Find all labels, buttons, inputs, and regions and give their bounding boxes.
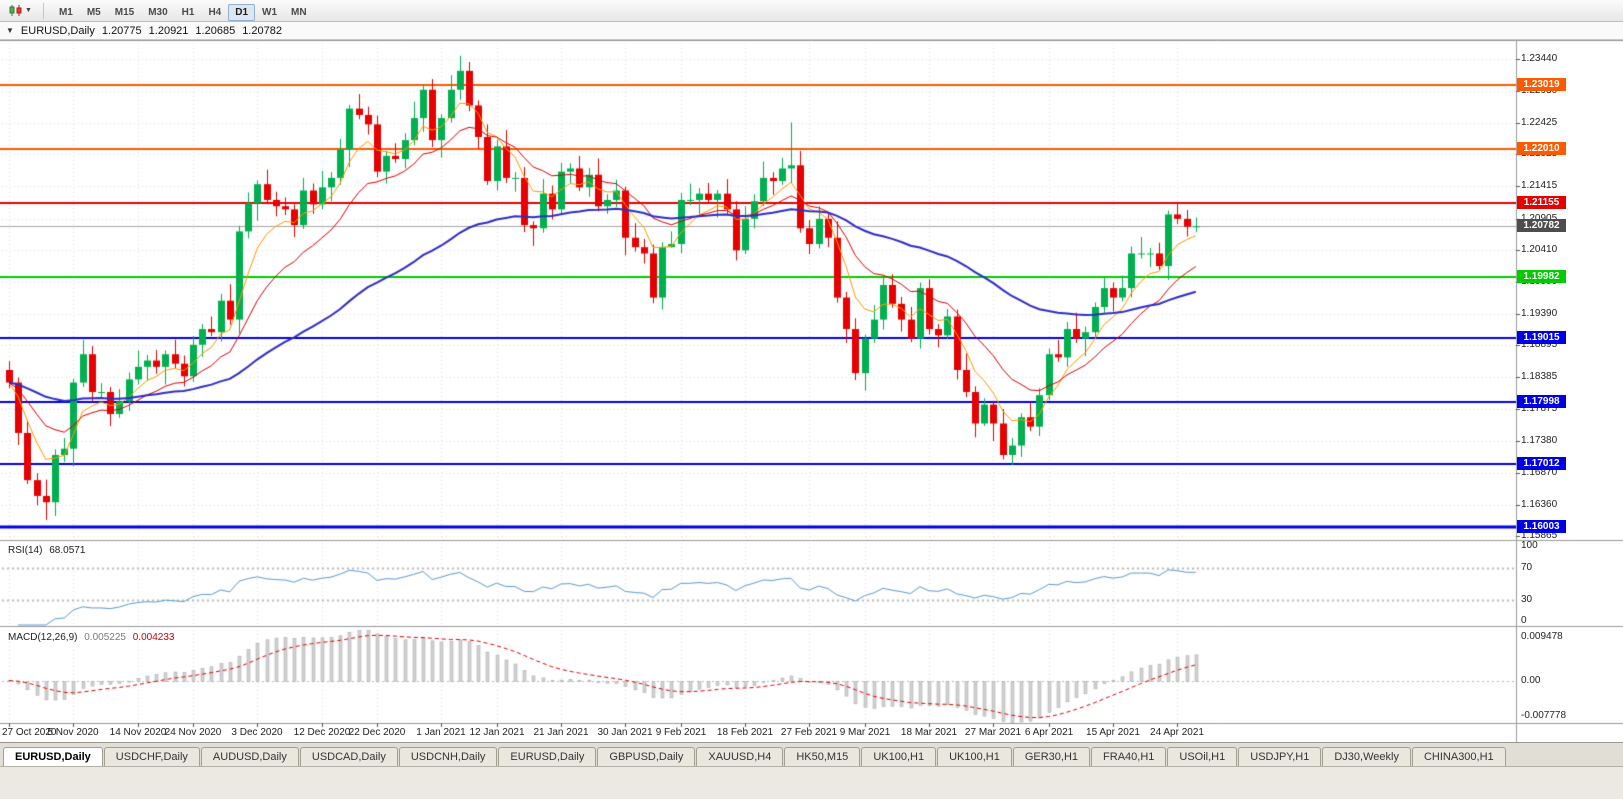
tab-uk100-h1[interactable]: UK100,H1 (937, 747, 1012, 766)
toolbar-separator (42, 2, 44, 19)
price-axis-label: 1.21415 (1521, 180, 1558, 191)
price-axis-label: 1.17875 (1521, 403, 1558, 414)
price-axis-label: 1.15865 (1521, 530, 1558, 541)
time-axis-label: 27 Oct 2020 (2, 727, 57, 738)
macd-value-signal: 0.004233 (132, 632, 175, 643)
tab-eurusd-daily[interactable]: EURUSD,Daily (3, 747, 103, 766)
time-axis-label: 18 Mar 2021 (900, 727, 958, 738)
chart-tabs-bar: EURUSD,Daily USDCHF,Daily AUDUSD,Daily USDC… (0, 742, 1623, 766)
current-price-badge: 1.20782 (1517, 219, 1566, 232)
hline-price-badge[interactable]: 1.16003 (1517, 520, 1566, 533)
tab-usdcnh-daily[interactable]: USDCNH,Daily (398, 747, 498, 766)
time-axis-label: 3 Dec 2020 (231, 727, 283, 738)
rsi-label-row: RSI(14) 68.0571 (8, 545, 85, 556)
time-axis-label: 14 Nov 2020 (109, 727, 167, 738)
hline-price-badge[interactable]: 1.21155 (1517, 196, 1566, 209)
toolbar: ▼ M1 M5 M15 M30 H1 H4 D1 W1 MN (0, 0, 1623, 22)
chart-window-titlebar: ▼ EURUSD,Daily 1.20775 1.20921 1.20685 1… (0, 22, 1623, 40)
tab-dj30-weekly[interactable]: DJ30,Weekly (1322, 747, 1411, 766)
time-axis-label: 9 Feb 2021 (655, 727, 707, 738)
tab-uk100-h1[interactable]: UK100,H1 (861, 747, 937, 766)
hline-price-badge[interactable]: 1.19982 (1517, 270, 1566, 283)
macd-label-row: MACD(12,26,9) 0.005225 0.004233 (8, 632, 174, 643)
rsi-axis-label: 70 (1521, 562, 1533, 573)
tab-gbpusd-daily[interactable]: GBPUSD,Daily (597, 747, 696, 766)
tab-xauusd-h4[interactable]: XAUUSD,H4 (696, 747, 784, 766)
tab-usdchf-daily[interactable]: USDCHF,Daily (103, 747, 200, 766)
time-axis-label: 18 Feb 2021 (716, 727, 774, 738)
price-axis-label: 1.18385 (1521, 371, 1558, 382)
price-axis-label: 1.19390 (1521, 308, 1558, 319)
tab-fra40-h1[interactable]: FRA40,H1 (1091, 747, 1167, 766)
ohlc-close: 1.20782 (242, 24, 282, 37)
hline-price-badge[interactable]: 1.22010 (1517, 142, 1566, 155)
tab-ger30-h1[interactable]: GER30,H1 (1012, 747, 1091, 766)
rsi-axis-label: 30 (1521, 594, 1533, 605)
hline-price-badge[interactable]: 1.19015 (1517, 331, 1566, 344)
time-axis-label: 24 Nov 2020 (164, 727, 222, 738)
chart-type-icon[interactable]: ▼ (5, 3, 35, 18)
ohlc-open: 1.20775 (101, 24, 142, 37)
time-axis-label: 24 Apr 2021 (1150, 727, 1204, 738)
macd-value-main: 0.005225 (84, 632, 126, 643)
hline-price-badge[interactable]: 1.23019 (1517, 78, 1566, 91)
price-axis-label: 1.20410 (1521, 244, 1558, 255)
time-axis-label: 15 Apr 2021 (1086, 727, 1140, 738)
time-axis-label: 22 Dec 2020 (348, 727, 406, 738)
ohlc-high: 1.20921 (148, 24, 189, 37)
tab-eurusd-daily[interactable]: EURUSD,Daily (498, 747, 597, 766)
timeframe-button-h4[interactable]: H4 (208, 6, 222, 18)
rsi-axis-label: 0 (1521, 615, 1527, 626)
chart-title: EURUSD,Daily (20, 24, 95, 37)
timeframe-button-mn[interactable]: MN (291, 6, 307, 18)
hline-price-badge[interactable]: 1.17998 (1517, 395, 1566, 408)
tab-audusd-daily[interactable]: AUDUSD,Daily (200, 747, 299, 766)
timeframe-button-m30[interactable]: M30 (148, 6, 168, 18)
timeframe-button-m1[interactable]: M1 (58, 6, 73, 18)
timeframe-button-h1[interactable]: H1 (181, 6, 195, 18)
price-axis-label: 1.22425 (1521, 117, 1558, 128)
timeframe-button-m5[interactable]: M5 (86, 6, 101, 18)
macd-label: MACD(12,26,9) (8, 632, 78, 643)
time-axis-label: 30 Jan 2021 (597, 727, 653, 738)
time-axis-label: 9 Mar 2021 (839, 727, 891, 738)
time-axis-label: 27 Mar 2021 (964, 727, 1022, 738)
time-axis-label: 21 Jan 2021 (533, 727, 589, 738)
time-axis-label: 1 Jan 2021 (416, 727, 466, 738)
chart-canvas[interactable] (0, 40, 1623, 742)
time-axis-label: 27 Feb 2021 (780, 727, 838, 738)
price-axis-label: 1.23440 (1521, 53, 1558, 64)
ohlc-low: 1.20685 (195, 24, 236, 37)
time-axis-label: 5 Nov 2020 (47, 727, 99, 738)
time-axis-label: 6 Apr 2021 (1024, 727, 1074, 738)
price-axis-label: 1.20905 (1521, 213, 1557, 224)
rsi-axis-label: 100 (1521, 540, 1538, 551)
price-axis-label: 1.18895 (1521, 339, 1558, 350)
window-menu-icon[interactable]: ▼ (6, 26, 14, 35)
rsi-label: RSI(14) (8, 545, 43, 556)
hline-price-badge[interactable]: 1.17012 (1517, 457, 1566, 470)
tab-china300-h1[interactable]: CHINA300,H1 (1411, 747, 1506, 766)
tab-usoil-h1[interactable]: USOil,H1 (1167, 747, 1238, 766)
tab-usdcad-daily[interactable]: USDCAD,Daily (299, 747, 398, 766)
price-axis-label: 1.16360 (1521, 499, 1558, 510)
tab-usdjpy-h1[interactable]: USDJPY,H1 (1238, 747, 1322, 766)
timeframe-bar: M1 M5 M15 M30 H1 H4 D1 W1 MN (52, 2, 314, 21)
macd-axis-label: -0.007778 (1521, 710, 1567, 721)
status-bar (0, 766, 1623, 799)
macd-axis-label: 0.009478 (1521, 631, 1563, 642)
time-axis-label: 12 Dec 2020 (293, 727, 351, 738)
timeframe-button-m15[interactable]: M15 (114, 6, 135, 18)
candlestick-glyph (9, 5, 22, 16)
tab-hk50-m15[interactable]: HK50,M15 (784, 747, 861, 766)
macd-axis-label: 0.00 (1521, 675, 1541, 686)
time-axis-label: 12 Jan 2021 (469, 727, 525, 738)
timeframe-button-d1[interactable]: D1 (228, 3, 256, 21)
rsi-value: 68.0571 (49, 545, 86, 556)
chevron-down-icon: ▼ (25, 7, 32, 14)
price-axis-label: 1.17380 (1521, 435, 1558, 446)
timeframe-button-w1[interactable]: W1 (262, 6, 278, 18)
price-axis-label: 1.16870 (1521, 467, 1558, 478)
